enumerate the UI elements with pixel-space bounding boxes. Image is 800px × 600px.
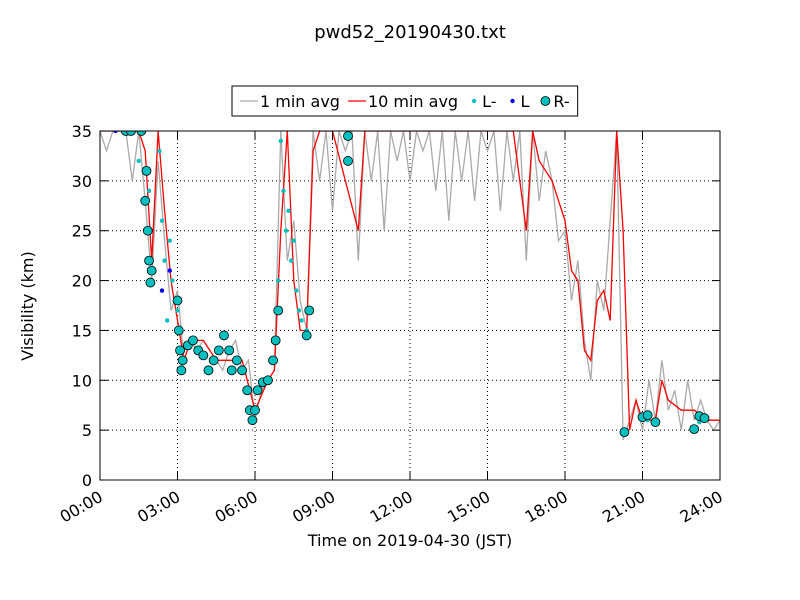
- y-axis-label: Visibility (km): [18, 251, 37, 360]
- point: [136, 131, 147, 136]
- point: [343, 156, 353, 166]
- point: [301, 330, 312, 341]
- point: [142, 225, 153, 236]
- point: [619, 427, 630, 438]
- y-tick-label: 0: [82, 471, 92, 490]
- point: [299, 318, 304, 323]
- point: [140, 195, 151, 206]
- point: [167, 238, 172, 243]
- legend-label: 10 min avg: [368, 92, 458, 111]
- point: [291, 238, 296, 243]
- point: [642, 410, 653, 421]
- legend-box: [231, 85, 579, 117]
- point: [288, 258, 294, 263]
- point: [176, 365, 187, 376]
- point: [141, 165, 152, 176]
- y-tick-label: 20: [72, 272, 92, 291]
- point: [167, 268, 172, 273]
- point: [242, 385, 253, 396]
- point: [294, 288, 299, 293]
- legend-label: 1 min avg: [260, 92, 340, 111]
- point: [296, 308, 302, 313]
- point: [224, 345, 235, 356]
- point: [159, 218, 165, 223]
- y-tick-label: 30: [72, 172, 92, 191]
- point: [172, 295, 183, 306]
- point: [208, 355, 219, 366]
- point: [177, 355, 188, 366]
- point: [136, 158, 141, 164]
- legend-swatch: [471, 98, 477, 104]
- legend: 1 min avg 10 min avg L- L R-: [231, 85, 579, 117]
- point: [263, 375, 273, 386]
- point: [273, 305, 284, 316]
- point: [268, 355, 278, 366]
- y-tick-label: 5: [82, 421, 92, 440]
- point: [144, 255, 154, 266]
- legend-swatch: [510, 98, 515, 104]
- y-tick-label: 10: [72, 371, 92, 390]
- legend-label: L: [521, 92, 530, 111]
- point: [247, 415, 258, 426]
- point: [213, 345, 224, 356]
- point: [699, 413, 710, 424]
- chart-title: pwd52_20190430.txt: [314, 22, 506, 43]
- point: [270, 335, 281, 346]
- y-tick-label: 35: [72, 122, 92, 141]
- point: [286, 208, 291, 213]
- point: [164, 318, 170, 323]
- point: [250, 405, 260, 416]
- point: [175, 345, 185, 356]
- legend-swatch: [540, 96, 551, 106]
- point: [146, 265, 157, 276]
- point: [252, 385, 263, 396]
- point: [304, 305, 315, 316]
- point: [113, 131, 118, 134]
- point: [170, 278, 175, 283]
- point: [173, 325, 184, 336]
- point: [232, 355, 242, 366]
- x-axis-label: Time on 2019-04-30 (JST): [307, 531, 512, 550]
- y-tick-label: 15: [72, 321, 92, 340]
- point: [188, 335, 198, 346]
- y-tick-label: 25: [72, 222, 92, 241]
- point: [159, 288, 165, 293]
- point: [697, 419, 702, 425]
- point: [146, 188, 152, 194]
- point: [145, 277, 156, 288]
- point: [219, 330, 229, 341]
- point: [157, 148, 162, 154]
- point: [226, 365, 237, 376]
- point: [237, 365, 247, 376]
- point: [203, 365, 214, 376]
- point: [276, 278, 281, 283]
- point: [175, 308, 180, 313]
- point: [126, 131, 136, 136]
- point: [198, 350, 209, 361]
- point: [689, 424, 700, 435]
- legend-label: L-: [482, 92, 496, 111]
- point: [650, 417, 661, 428]
- legend-label: R-: [553, 92, 569, 111]
- point: [278, 138, 284, 144]
- point: [281, 188, 286, 194]
- plot-area: [100, 131, 720, 480]
- point: [283, 228, 289, 233]
- point: [343, 131, 353, 141]
- point: [162, 258, 167, 263]
